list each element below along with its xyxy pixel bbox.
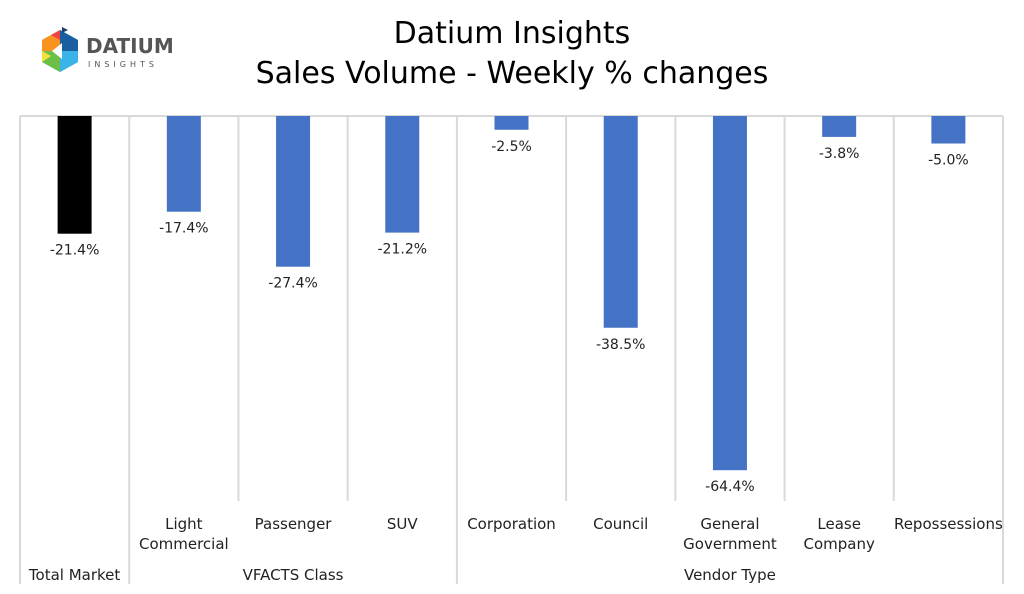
chart-subtitle: Sales Volume - Weekly % changes [255,56,769,91]
category-label: Lease [817,515,861,533]
logo-name: DATIUM [86,34,174,58]
category-label: Council [593,515,648,533]
data-label: -3.8% [819,146,860,162]
logo-tagline: INSIGHTS [88,60,158,69]
group-label: Total Market [28,566,120,584]
category-label: Commercial [139,535,229,553]
category-label: Government [683,535,777,553]
bar [385,116,420,233]
data-label: -21.2% [378,242,428,258]
category-label: Passenger [255,515,333,533]
category-label: Company [803,535,874,553]
data-label: -64.4% [705,479,755,495]
category-label: SUV [387,515,419,533]
category-label: General [700,515,759,533]
category-label: Light [165,515,203,533]
bar [712,116,747,471]
bar [822,116,857,137]
bar [57,116,92,234]
category-label: Corporation [467,515,556,533]
category-label: Repossessions [894,515,1003,533]
bar [276,116,311,267]
bar [494,116,529,130]
data-label: -27.4% [268,276,318,292]
chart-title: Datium Insights [393,16,631,51]
datium-logo: DATIUM INSIGHTS [38,26,188,82]
group-label: Vendor Type [684,566,776,584]
data-label: -17.4% [159,221,209,237]
data-label: -2.5% [491,139,532,155]
bar [166,116,201,212]
data-label: -5.0% [928,153,969,169]
data-label: -21.4% [50,243,100,259]
data-label: -38.5% [596,337,646,353]
group-label: VFACTS Class [243,566,344,584]
bar [931,116,966,144]
bar [603,116,638,328]
